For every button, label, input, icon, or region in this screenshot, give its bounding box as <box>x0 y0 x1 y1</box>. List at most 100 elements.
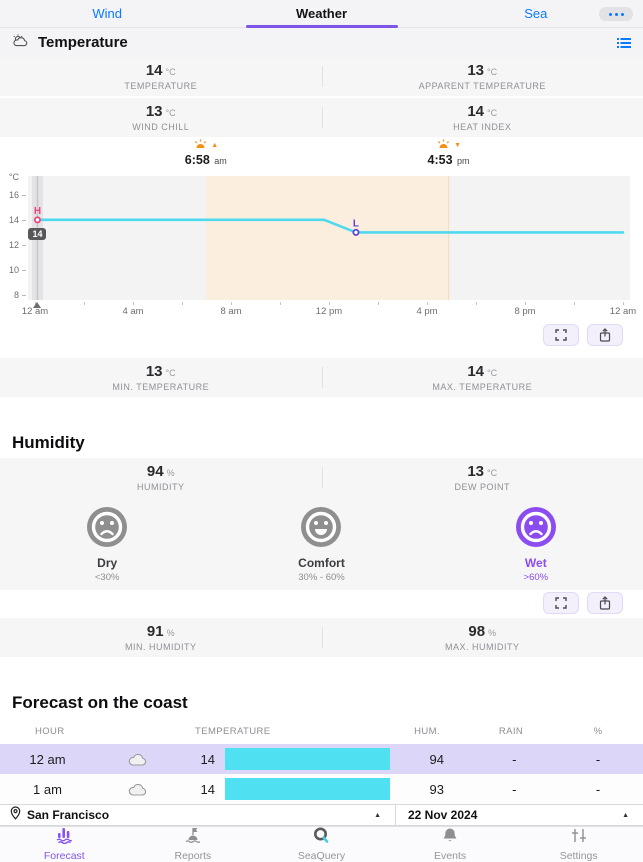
comfort-level-row: Dry <30% Comfort 30% - 60% Wet >60% <box>0 497 643 590</box>
humidity-cell: 93 <box>398 782 476 797</box>
temperature-bar <box>225 778 390 800</box>
stat-value: 13 <box>146 103 163 120</box>
stat-label: TEMPERATURE <box>124 81 197 91</box>
date-selector[interactable]: 22 Nov 2024 ▲ <box>395 805 643 825</box>
sun-times-row: ▲ 6:58 am ▼ 4:53 pm <box>0 137 643 172</box>
tab-weather[interactable]: Weather <box>214 6 428 21</box>
stat-label: HEAT INDEX <box>453 122 511 132</box>
chart-waves-icon <box>53 827 75 849</box>
fullscreen-button[interactable] <box>543 324 579 346</box>
list-icon[interactable] <box>617 37 631 49</box>
location-pin-icon <box>10 806 21 825</box>
happy-face-icon <box>299 505 343 554</box>
humidity-section-title: Humidity <box>0 427 643 458</box>
svg-text:L: L <box>353 218 359 229</box>
comfort-level-comfort: Comfort 30% - 60% <box>214 497 428 590</box>
stat-humidity: 94% HUMIDITY <box>0 458 322 497</box>
stat-label: MAX. TEMPERATURE <box>432 382 532 392</box>
stat-value: 98 <box>468 623 485 640</box>
collapse-arrow-icon: ▲ <box>374 812 395 819</box>
temperature-bar <box>225 748 390 770</box>
sunset-time-text: 4:53 <box>428 153 453 167</box>
share-button[interactable] <box>587 592 623 614</box>
stat-value: 13 <box>467 463 484 480</box>
temperature-bar-cell <box>225 748 398 770</box>
temperature-cell: 14 <box>180 752 225 767</box>
buoy-icon <box>183 827 203 849</box>
stat-value: 94 <box>147 463 164 480</box>
stat-label: MIN. TEMPERATURE <box>112 382 209 392</box>
stat-value: 14 <box>146 62 163 79</box>
header-percent: % <box>553 726 643 737</box>
stat-min-temperature: 13°C MIN. TEMPERATURE <box>0 358 322 397</box>
stat-value: 91 <box>147 623 164 640</box>
nav-settings[interactable]: Settings <box>514 827 643 862</box>
stat-label: WIND CHILL <box>132 122 189 132</box>
nav-seaquery[interactable]: SeaQuery <box>257 827 386 862</box>
stat-unit: °C <box>487 108 497 118</box>
stat-unit: % <box>167 468 175 478</box>
stat-value: 13 <box>467 62 484 79</box>
header-temperature: TEMPERATURE <box>195 726 385 737</box>
hour-cell: 12 am <box>0 752 95 767</box>
more-button[interactable] <box>599 7 633 21</box>
cloud-sun-icon <box>12 34 30 52</box>
header-humidity: HUM. <box>385 726 469 737</box>
header-hour: HOUR <box>0 726 195 737</box>
collapse-arrow-icon: ▲ <box>622 812 643 819</box>
stat-label: MAX. HUMIDITY <box>445 642 520 652</box>
cloud-icon <box>95 783 180 796</box>
comfort-range: >60% <box>524 572 549 583</box>
stat-unit: °C <box>166 67 176 77</box>
tab-wind[interactable]: Wind <box>0 6 214 21</box>
comfort-label: Comfort <box>298 556 345 570</box>
share-button[interactable] <box>587 324 623 346</box>
comfort-level-dry: Dry <30% <box>0 497 214 590</box>
stat-value: 14 <box>467 103 484 120</box>
bottom-nav: Forecast Reports SeaQuery Events Setting… <box>0 826 643 862</box>
stat-label: APPARENT TEMPERATURE <box>419 81 546 91</box>
nav-label: Forecast <box>44 850 85 862</box>
comfort-level-wet: Wet >60% <box>429 497 643 590</box>
sunset-meridiem: pm <box>457 156 470 166</box>
location-selector[interactable]: San Francisco ▲ <box>0 805 395 825</box>
sunrise-time: ▲ 6:58 am <box>185 139 227 169</box>
cursor-handle[interactable] <box>33 302 41 308</box>
temperature-stats-row-2: 13°C WIND CHILL 14°C HEAT INDEX <box>0 98 643 137</box>
rain-cell: - <box>476 752 554 767</box>
stat-label: DEW POINT <box>455 482 511 492</box>
stat-dew-point: 13°C DEW POINT <box>322 458 643 497</box>
stat-unit: °C <box>166 108 176 118</box>
humidity-minmax-row: 91% MIN. HUMIDITY 98% MAX. HUMIDITY <box>0 618 643 657</box>
section-title: Temperature <box>38 34 128 51</box>
table-row[interactable]: 12 am 14 94 - - <box>0 744 643 774</box>
top-tab-bar: Wind Weather Sea <box>0 0 643 28</box>
location-name: San Francisco <box>27 808 109 822</box>
table-row[interactable]: 1 am 14 93 - - <box>0 774 643 804</box>
temperature-section-header: Temperature <box>0 28 643 57</box>
stat-unit: °C <box>487 368 497 378</box>
stat-max-humidity: 98% MAX. HUMIDITY <box>322 618 643 657</box>
stat-heat-index: 14°C HEAT INDEX <box>322 98 643 137</box>
sunrise-meridiem: am <box>214 156 227 166</box>
nav-reports[interactable]: Reports <box>129 827 258 862</box>
stat-unit: °C <box>166 368 176 378</box>
humidity-cell: 94 <box>398 752 476 767</box>
fullscreen-button[interactable] <box>543 592 579 614</box>
forecast-section-title: Forecast on the coast <box>0 688 643 718</box>
footer-selectors: San Francisco ▲ 22 Nov 2024 ▲ <box>0 804 643 826</box>
sliders-icon <box>570 827 588 849</box>
percent-cell: - <box>553 752 643 767</box>
nav-forecast[interactable]: Forecast <box>0 827 129 862</box>
stat-temperature: 14°C TEMPERATURE <box>0 57 322 96</box>
bell-icon <box>442 827 458 849</box>
nav-events[interactable]: Events <box>386 827 515 862</box>
humidity-stats-row: 94% HUMIDITY 13°C DEW POINT <box>0 458 643 497</box>
stat-min-humidity: 91% MIN. HUMIDITY <box>0 618 322 657</box>
comfort-label: Dry <box>97 556 117 570</box>
